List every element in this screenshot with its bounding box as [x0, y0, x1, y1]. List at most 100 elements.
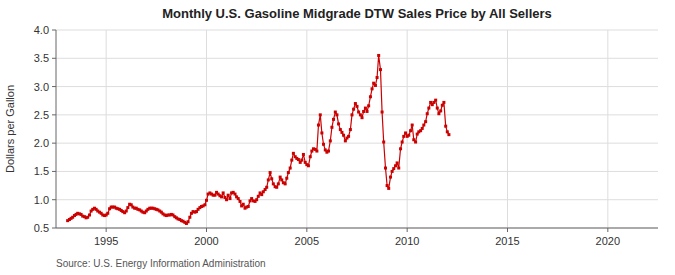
point	[377, 54, 380, 57]
point	[404, 131, 407, 134]
point	[260, 193, 263, 196]
point	[267, 178, 270, 181]
y-tick	[52, 114, 56, 115]
point	[361, 116, 364, 119]
point	[265, 186, 268, 189]
point	[309, 155, 312, 158]
point	[285, 177, 288, 180]
point	[382, 141, 385, 144]
point	[394, 164, 397, 167]
point	[392, 167, 395, 170]
point	[357, 111, 360, 114]
point	[272, 182, 275, 185]
point	[255, 198, 258, 201]
point	[426, 112, 429, 115]
point	[237, 197, 240, 200]
point	[446, 130, 449, 133]
point	[344, 139, 347, 142]
point	[356, 105, 359, 108]
point	[320, 131, 323, 134]
point	[366, 110, 369, 113]
x-tick	[206, 228, 207, 232]
point	[397, 167, 400, 170]
point	[280, 178, 283, 181]
point	[106, 212, 109, 215]
point	[401, 141, 404, 144]
point	[220, 195, 223, 198]
x-grid-line	[306, 30, 307, 228]
point	[213, 194, 216, 197]
point	[289, 167, 292, 170]
point	[441, 104, 444, 107]
point	[386, 184, 389, 187]
point	[376, 76, 379, 79]
point	[339, 128, 342, 131]
x-tick-label: 1995	[94, 235, 118, 247]
price-line	[68, 55, 449, 223]
point	[381, 111, 384, 114]
point	[322, 143, 325, 146]
y-grid-line	[56, 114, 658, 115]
point	[409, 129, 412, 132]
x-tick-label: 2020	[596, 235, 620, 247]
point	[434, 99, 437, 102]
y-grid-line	[56, 199, 658, 200]
chart: Monthly U.S. Gasoline Midgrade DTW Sales…	[0, 0, 675, 275]
point	[287, 171, 290, 174]
point	[233, 193, 236, 196]
axes: 0.51.01.52.02.53.03.54.01995200020052010…	[34, 24, 658, 247]
point	[389, 176, 392, 179]
x-tick	[607, 228, 608, 232]
y-grid-line	[56, 171, 658, 172]
y-tick-label: 0.5	[34, 222, 49, 234]
point	[307, 164, 310, 167]
y-tick-label: 1.5	[34, 165, 49, 177]
point	[275, 186, 278, 189]
point	[347, 135, 350, 138]
y-tick	[52, 143, 56, 144]
point	[439, 109, 442, 112]
point	[222, 191, 225, 194]
point	[225, 198, 228, 201]
point	[319, 113, 322, 116]
x-axis-line	[56, 228, 658, 229]
y-tick	[52, 86, 56, 87]
y-tick	[52, 58, 56, 59]
title: Monthly U.S. Gasoline Midgrade DTW Sales…	[162, 6, 552, 21]
y-axis-line	[56, 30, 57, 228]
y-tick	[52, 171, 56, 172]
point	[188, 216, 191, 219]
y-tick-label: 2.0	[34, 137, 49, 149]
point	[297, 158, 300, 161]
y-grid-line	[56, 30, 658, 31]
point	[374, 84, 377, 87]
x-grid-line	[106, 30, 107, 228]
point	[399, 147, 402, 150]
point	[125, 210, 128, 213]
point	[352, 108, 355, 111]
point	[337, 122, 340, 125]
x-grid-line	[407, 30, 408, 228]
point	[436, 107, 439, 110]
point	[300, 159, 303, 162]
x-grid-line	[507, 30, 508, 228]
point	[329, 139, 332, 142]
point	[270, 177, 273, 180]
y-axis-label: Dollars per Gallon	[4, 85, 16, 173]
point	[327, 150, 330, 153]
point	[317, 124, 320, 127]
point	[284, 182, 287, 185]
point	[187, 220, 190, 223]
point	[269, 171, 272, 174]
point	[350, 113, 353, 116]
source-annotation: Source: U.S. Energy Information Administ…	[56, 258, 266, 269]
point	[349, 128, 352, 131]
point	[437, 112, 440, 115]
point	[354, 102, 357, 105]
point	[414, 141, 417, 144]
point	[292, 152, 295, 155]
point	[228, 197, 231, 200]
point	[421, 127, 424, 130]
x-tick-label: 2000	[194, 235, 218, 247]
point	[407, 134, 410, 137]
